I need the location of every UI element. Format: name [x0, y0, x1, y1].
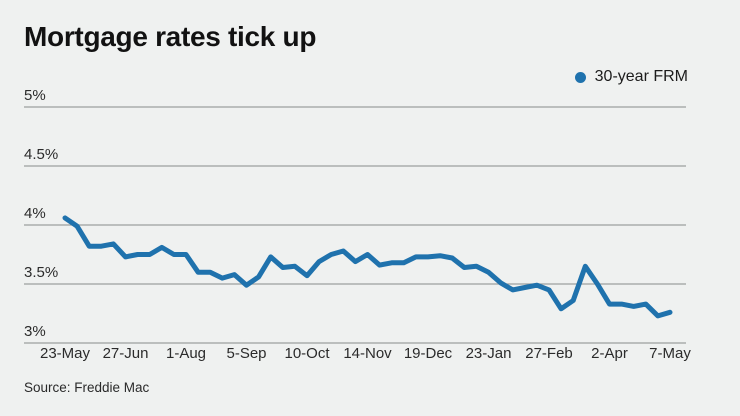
x-tick-label: 23-Jan — [466, 345, 512, 362]
legend-marker-icon — [574, 71, 586, 83]
x-tick-label: 1-Aug — [166, 345, 206, 362]
x-tick-label: 27-Feb — [525, 345, 573, 362]
y-tick-label: 5% — [24, 87, 46, 104]
chart-title: Mortgage rates tick up — [24, 21, 317, 52]
x-tick-label: 23-May — [40, 345, 91, 362]
rate-line — [62, 215, 673, 319]
y-tick-label: 3% — [24, 323, 46, 340]
x-tick-label: 14-Nov — [343, 345, 392, 362]
x-tick-label: 5-Sep — [226, 345, 266, 362]
x-tick-label: 2-Apr — [591, 345, 628, 362]
y-tick-label: 4% — [24, 205, 46, 222]
x-tick-label: 19-Dec — [404, 345, 453, 362]
x-tick-label: 27-Jun — [103, 345, 149, 362]
legend-label: 30-year FRM — [594, 68, 688, 85]
x-tick-label: 10-Oct — [284, 345, 330, 362]
legend: 30-year FRM — [574, 68, 688, 86]
source-note: Source: Freddie Mac — [24, 380, 150, 395]
y-tick-label: 4.5% — [24, 146, 58, 163]
y-tick-label: 3.5% — [24, 264, 58, 281]
x-tick-label: 7-May — [649, 345, 691, 362]
